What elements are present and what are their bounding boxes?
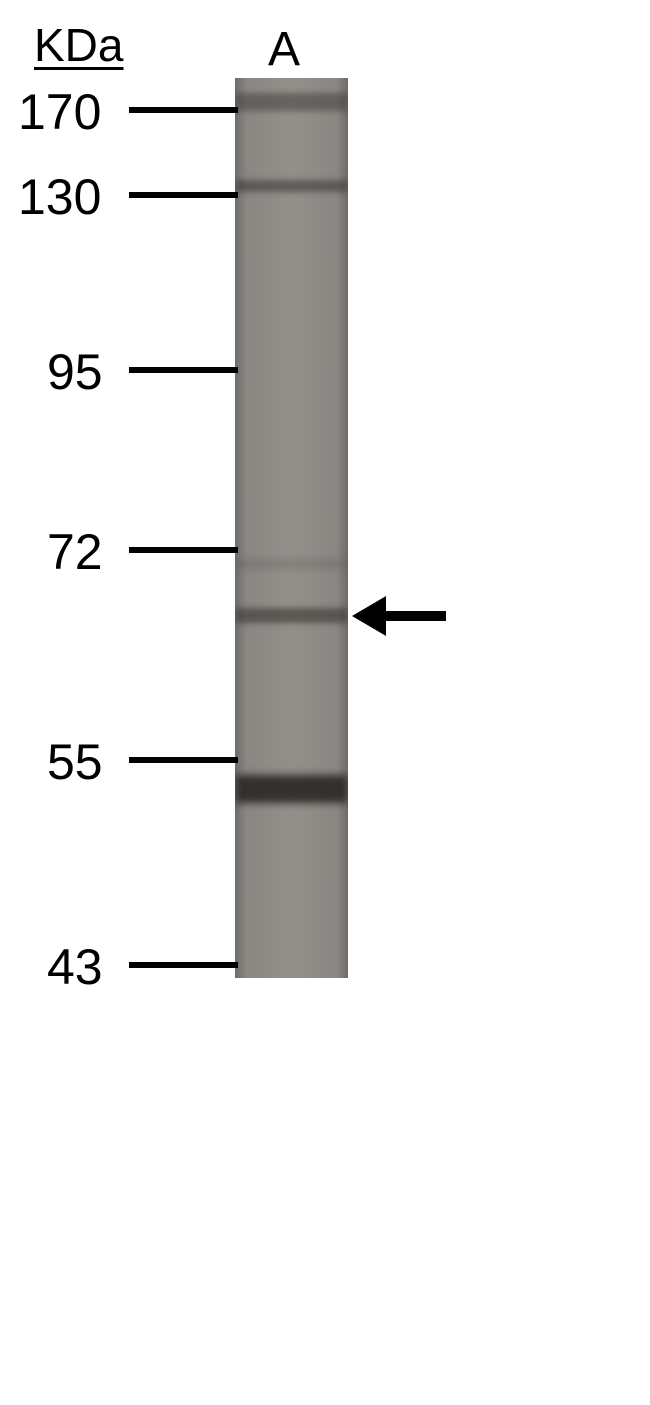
marker-value: 130 <box>18 168 101 226</box>
blot-band <box>235 775 348 803</box>
blot-band <box>235 608 348 623</box>
arrow-shaft <box>386 611 446 621</box>
arrow-head <box>352 596 386 636</box>
marker-tick <box>129 757 238 763</box>
marker-tick <box>129 962 238 968</box>
blot-band <box>235 560 348 568</box>
marker-tick <box>129 547 238 553</box>
marker-value: 72 <box>47 523 103 581</box>
marker-tick <box>129 192 238 198</box>
marker-value: 43 <box>47 938 103 996</box>
blot-band <box>235 93 348 111</box>
lane-label: A <box>268 22 300 77</box>
marker-tick <box>129 107 238 113</box>
marker-value: 55 <box>47 733 103 791</box>
marker-value: 170 <box>18 83 101 141</box>
marker-tick <box>129 367 238 373</box>
unit-label: KDa <box>34 18 123 72</box>
blot-band <box>235 180 348 192</box>
blot-lane <box>235 78 348 978</box>
marker-value: 95 <box>47 343 103 401</box>
western-blot-figure: KDa A 170 130 95 72 55 43 <box>0 0 460 994</box>
